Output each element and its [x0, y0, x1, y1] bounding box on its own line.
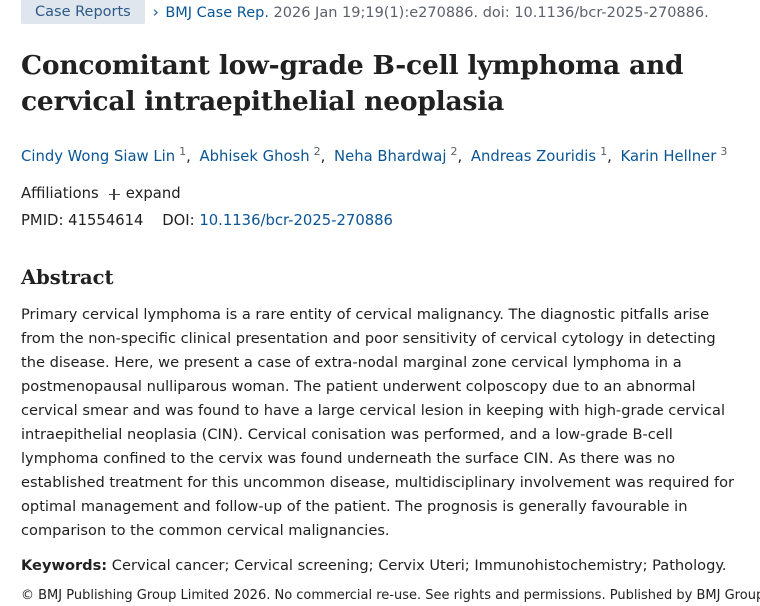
- doi-link[interactable]: 10.1136/bcr-2025-270886: [199, 212, 393, 229]
- keywords-label: Keywords:: [21, 557, 108, 574]
- article-page: Case Reports › BMJ Case Rep. 2026 Jan 19…: [21, 0, 760, 606]
- article-title: Concomitant low-grade B-cell lymphoma an…: [21, 50, 684, 117]
- citation-details: 2026 Jan 19;19(1):e270886. doi: 10.1136/…: [273, 5, 709, 21]
- author-separator: ,: [186, 148, 191, 165]
- publication-type-badge[interactable]: Case Reports: [21, 0, 145, 24]
- author-separator: ,: [457, 148, 463, 165]
- affiliations-row: Affiliations expand: [21, 184, 743, 204]
- journal-link[interactable]: BMJ Case Rep.: [165, 5, 269, 21]
- affiliations-label: Affiliations: [21, 185, 99, 202]
- affiliation-ref[interactable]: 2: [313, 145, 321, 158]
- affiliation-ref[interactable]: 1: [600, 145, 608, 158]
- identifiers-row: PMID: 41554614 DOI: 10.1136/bcr-2025-270…: [21, 211, 743, 231]
- author-separator: ,: [607, 148, 612, 165]
- keywords-text: Cervical cancer; Cervical screening; Cer…: [111, 557, 727, 574]
- author-list: Cindy Wong Siaw Lin 1, Abhisek Ghosh 2, Ne…: [21, 142, 743, 167]
- expand-affiliations-button[interactable]: expand: [108, 184, 181, 204]
- citation-bar: Case Reports › BMJ Case Rep. 2026 Jan 19…: [21, 0, 743, 24]
- chevron-right-icon: ›: [152, 3, 159, 21]
- abstract-text: Primary cervical lymphoma is a rare enti…: [21, 306, 735, 539]
- author-link[interactable]: Karin Hellner: [620, 148, 717, 165]
- author-link[interactable]: Cindy Wong Siaw Lin: [21, 148, 176, 165]
- doi-label: DOI:: [162, 212, 195, 229]
- affiliation-ref[interactable]: 1: [179, 145, 187, 158]
- keywords-row: Keywords: Cervical cancer; Cervical scre…: [21, 554, 743, 578]
- author-link[interactable]: Abhisek Ghosh: [199, 148, 310, 165]
- expand-label: expand: [125, 185, 181, 202]
- affiliation-ref[interactable]: 2: [450, 145, 458, 158]
- author-separator: ,: [320, 148, 326, 165]
- abstract-heading: Abstract: [21, 266, 114, 289]
- author-link[interactable]: Neha Bhardwaj: [334, 148, 447, 165]
- journal-citation: › BMJ Case Rep. 2026 Jan 19;19(1):e27088…: [153, 0, 709, 25]
- copyright-notice: © BMJ Publishing Group Limited 2026. No …: [21, 588, 760, 603]
- pmid-label: PMID:: [21, 212, 64, 229]
- plus-icon: [108, 188, 120, 200]
- author-link[interactable]: Andreas Zouridis: [470, 148, 597, 165]
- affiliation-ref[interactable]: 3: [720, 145, 728, 158]
- pmid-value: 41554614: [68, 212, 144, 229]
